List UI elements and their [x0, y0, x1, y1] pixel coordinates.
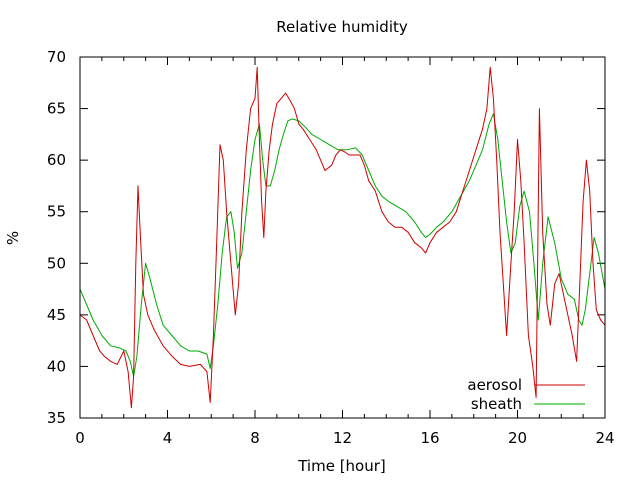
x-tick-label: 8: [250, 429, 260, 447]
legend-label-aerosol: aerosol: [467, 376, 522, 394]
x-tick-label: 12: [333, 429, 352, 447]
plot-frame: [79, 56, 606, 419]
y-tick-label: 35: [47, 409, 66, 427]
x-tick-label: 0: [75, 429, 85, 447]
y-tick-label: 70: [47, 48, 66, 66]
legend-label-sheath: sheath: [471, 395, 522, 413]
x-tick-label: 20: [508, 429, 527, 447]
series-line-aerosol: [79, 66, 606, 409]
x-tick-label: 24: [595, 429, 614, 447]
y-tick-label: 45: [47, 306, 66, 324]
y-tick-label: 55: [47, 203, 66, 221]
x-tick-label: 4: [163, 429, 173, 447]
y-tick-label: 50: [47, 254, 66, 272]
axis-tick-labels: 0 4 8 12 16 20 24 35 40 45 50 55 60 65 70: [47, 48, 615, 447]
series-line-sheath: [79, 113, 606, 378]
y-tick-label: 40: [47, 357, 66, 375]
series-lines: [79, 66, 606, 409]
x-axis-label: Time [hour]: [297, 457, 386, 475]
axis-ticks: [79, 56, 606, 419]
y-tick-label: 60: [47, 151, 66, 169]
x-tick-label: 16: [420, 429, 439, 447]
y-axis-label: %: [4, 231, 22, 245]
chart-title: Relative humidity: [276, 18, 408, 36]
y-tick-label: 65: [47, 100, 66, 118]
